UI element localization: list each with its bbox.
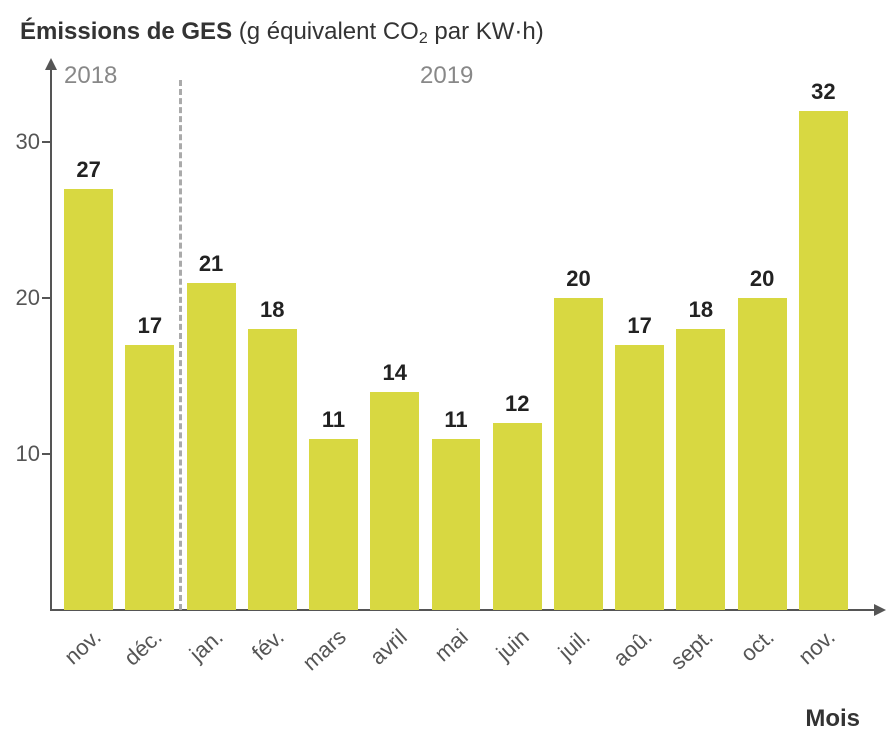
bars-container: 27172118111411122017182032 <box>50 80 862 610</box>
bar-value-label: 27 <box>76 157 100 183</box>
bar-value-label: 18 <box>260 297 284 323</box>
plot-area: 27172118111411122017182032 102030 <box>50 80 862 610</box>
bar-value-label: 21 <box>199 251 223 277</box>
bar: 32 <box>799 111 848 610</box>
x-tick-label: nov. <box>794 624 841 670</box>
bar-value-label: 32 <box>811 79 835 105</box>
y-tick-mark <box>42 297 50 299</box>
bar: 14 <box>370 392 419 610</box>
x-tick-label: déc. <box>119 624 167 671</box>
y-tick-label: 10 <box>16 441 40 467</box>
x-tick-label: nov. <box>59 624 106 670</box>
bar-value-label: 11 <box>322 407 345 433</box>
bar: 12 <box>493 423 542 610</box>
title-rest: (g équivalent CO <box>232 18 419 45</box>
chart-title: Émissions de GES (g équivalent CO2 par K… <box>20 18 544 46</box>
bar: 11 <box>432 439 481 610</box>
x-tick-label: oct. <box>736 624 780 667</box>
bar-value-label: 20 <box>750 266 774 292</box>
y-tick-label: 20 <box>16 285 40 311</box>
title-bold: Émissions de GES <box>20 18 232 45</box>
bar: 21 <box>187 283 236 610</box>
bar-value-label: 12 <box>505 391 529 417</box>
title-tail: par KW·h) <box>428 18 544 45</box>
bar: 20 <box>738 298 787 610</box>
x-axis-title: Mois <box>805 705 860 733</box>
bar: 17 <box>125 345 174 610</box>
bar: 18 <box>676 329 725 610</box>
x-axis-arrow <box>874 604 886 616</box>
bar-value-label: 20 <box>566 266 590 292</box>
bar-value-label: 17 <box>627 313 651 339</box>
x-tick-label: mai <box>430 624 474 667</box>
x-tick-label: sept. <box>665 624 718 675</box>
bar: 18 <box>248 329 297 610</box>
bar-value-label: 11 <box>444 407 467 433</box>
bar: 27 <box>64 189 113 610</box>
x-tick-label: jan. <box>185 624 229 667</box>
x-tick-label: juil. <box>554 624 596 665</box>
bar: 11 <box>309 439 358 610</box>
year-label: 2019 <box>420 62 473 90</box>
title-sub: 2 <box>419 30 428 47</box>
bar-value-label: 18 <box>689 297 713 323</box>
y-tick-label: 30 <box>16 129 40 155</box>
chart-wrapper: Émissions de GES (g équivalent CO2 par K… <box>0 0 888 753</box>
bar: 17 <box>615 345 664 610</box>
x-tick-label: fév. <box>247 624 290 666</box>
bar-value-label: 17 <box>138 313 162 339</box>
x-tick-label: mars <box>297 624 351 676</box>
bar: 20 <box>554 298 603 610</box>
y-axis-arrow <box>45 58 57 70</box>
y-tick-mark <box>42 141 50 143</box>
x-tick-label: avril <box>365 624 412 670</box>
x-tick-label: juin <box>492 624 535 666</box>
year-label: 2018 <box>64 62 117 90</box>
x-tick-label: aoû. <box>608 624 657 672</box>
y-tick-mark <box>42 453 50 455</box>
bar-value-label: 14 <box>383 360 407 386</box>
